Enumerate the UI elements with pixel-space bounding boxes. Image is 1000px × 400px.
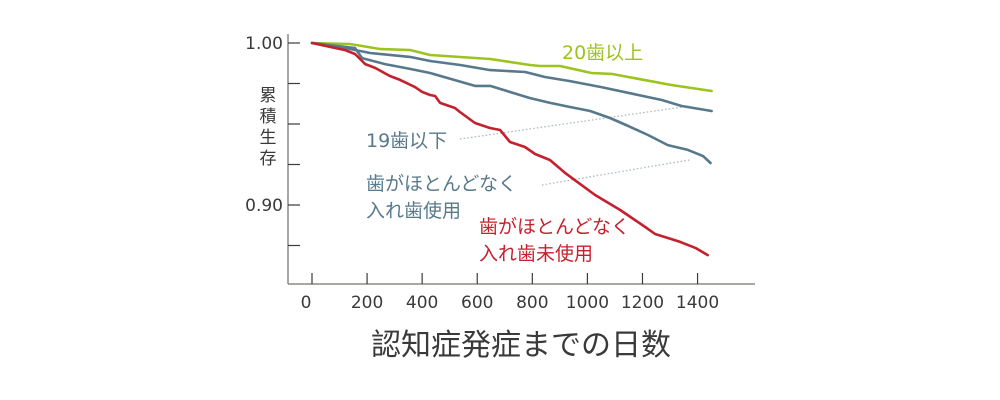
y-axis-label: 累積生存: [260, 86, 277, 169]
axes: [287, 34, 755, 285]
y-axis-label-text: 累積生存: [260, 86, 277, 169]
series-line-1: [310, 41, 713, 113]
series-line-2: [310, 41, 712, 165]
y-tick-label: 1.00: [245, 34, 283, 54]
x-tick-label: 1000: [566, 293, 609, 313]
x-axis-label: 認知症発症までの日数: [371, 328, 671, 363]
series-lines: [310, 41, 713, 257]
series-label-3: 歯がほとんどなく入れ歯未使用: [479, 216, 630, 265]
series-label-2: 歯がほとんどなく入れ歯使用: [366, 173, 517, 222]
x-tick-label: 600: [461, 293, 493, 313]
x-tick-label: 1200: [621, 293, 664, 313]
y-ticks: 1.00 0.90: [245, 34, 300, 247]
series-line-0: [310, 41, 713, 93]
series-line-3: [310, 41, 710, 257]
leader-lines: [459, 105, 690, 186]
y-tick-label: 0.90: [245, 196, 283, 216]
x-tick-label: 200: [351, 293, 383, 313]
series-label-1: 19歯以下: [366, 130, 447, 152]
series-label-0: 20歯以上: [562, 42, 643, 64]
x-tick-label: 0: [301, 293, 312, 313]
x-tick-label: 800: [516, 293, 548, 313]
x-ticks: 0 200 400 600 800 1000 1200 1400: [301, 273, 719, 313]
leader-line: [541, 159, 690, 186]
x-tick-label: 400: [406, 293, 438, 313]
leader-line: [459, 105, 690, 140]
x-tick-label: 1400: [676, 293, 719, 313]
